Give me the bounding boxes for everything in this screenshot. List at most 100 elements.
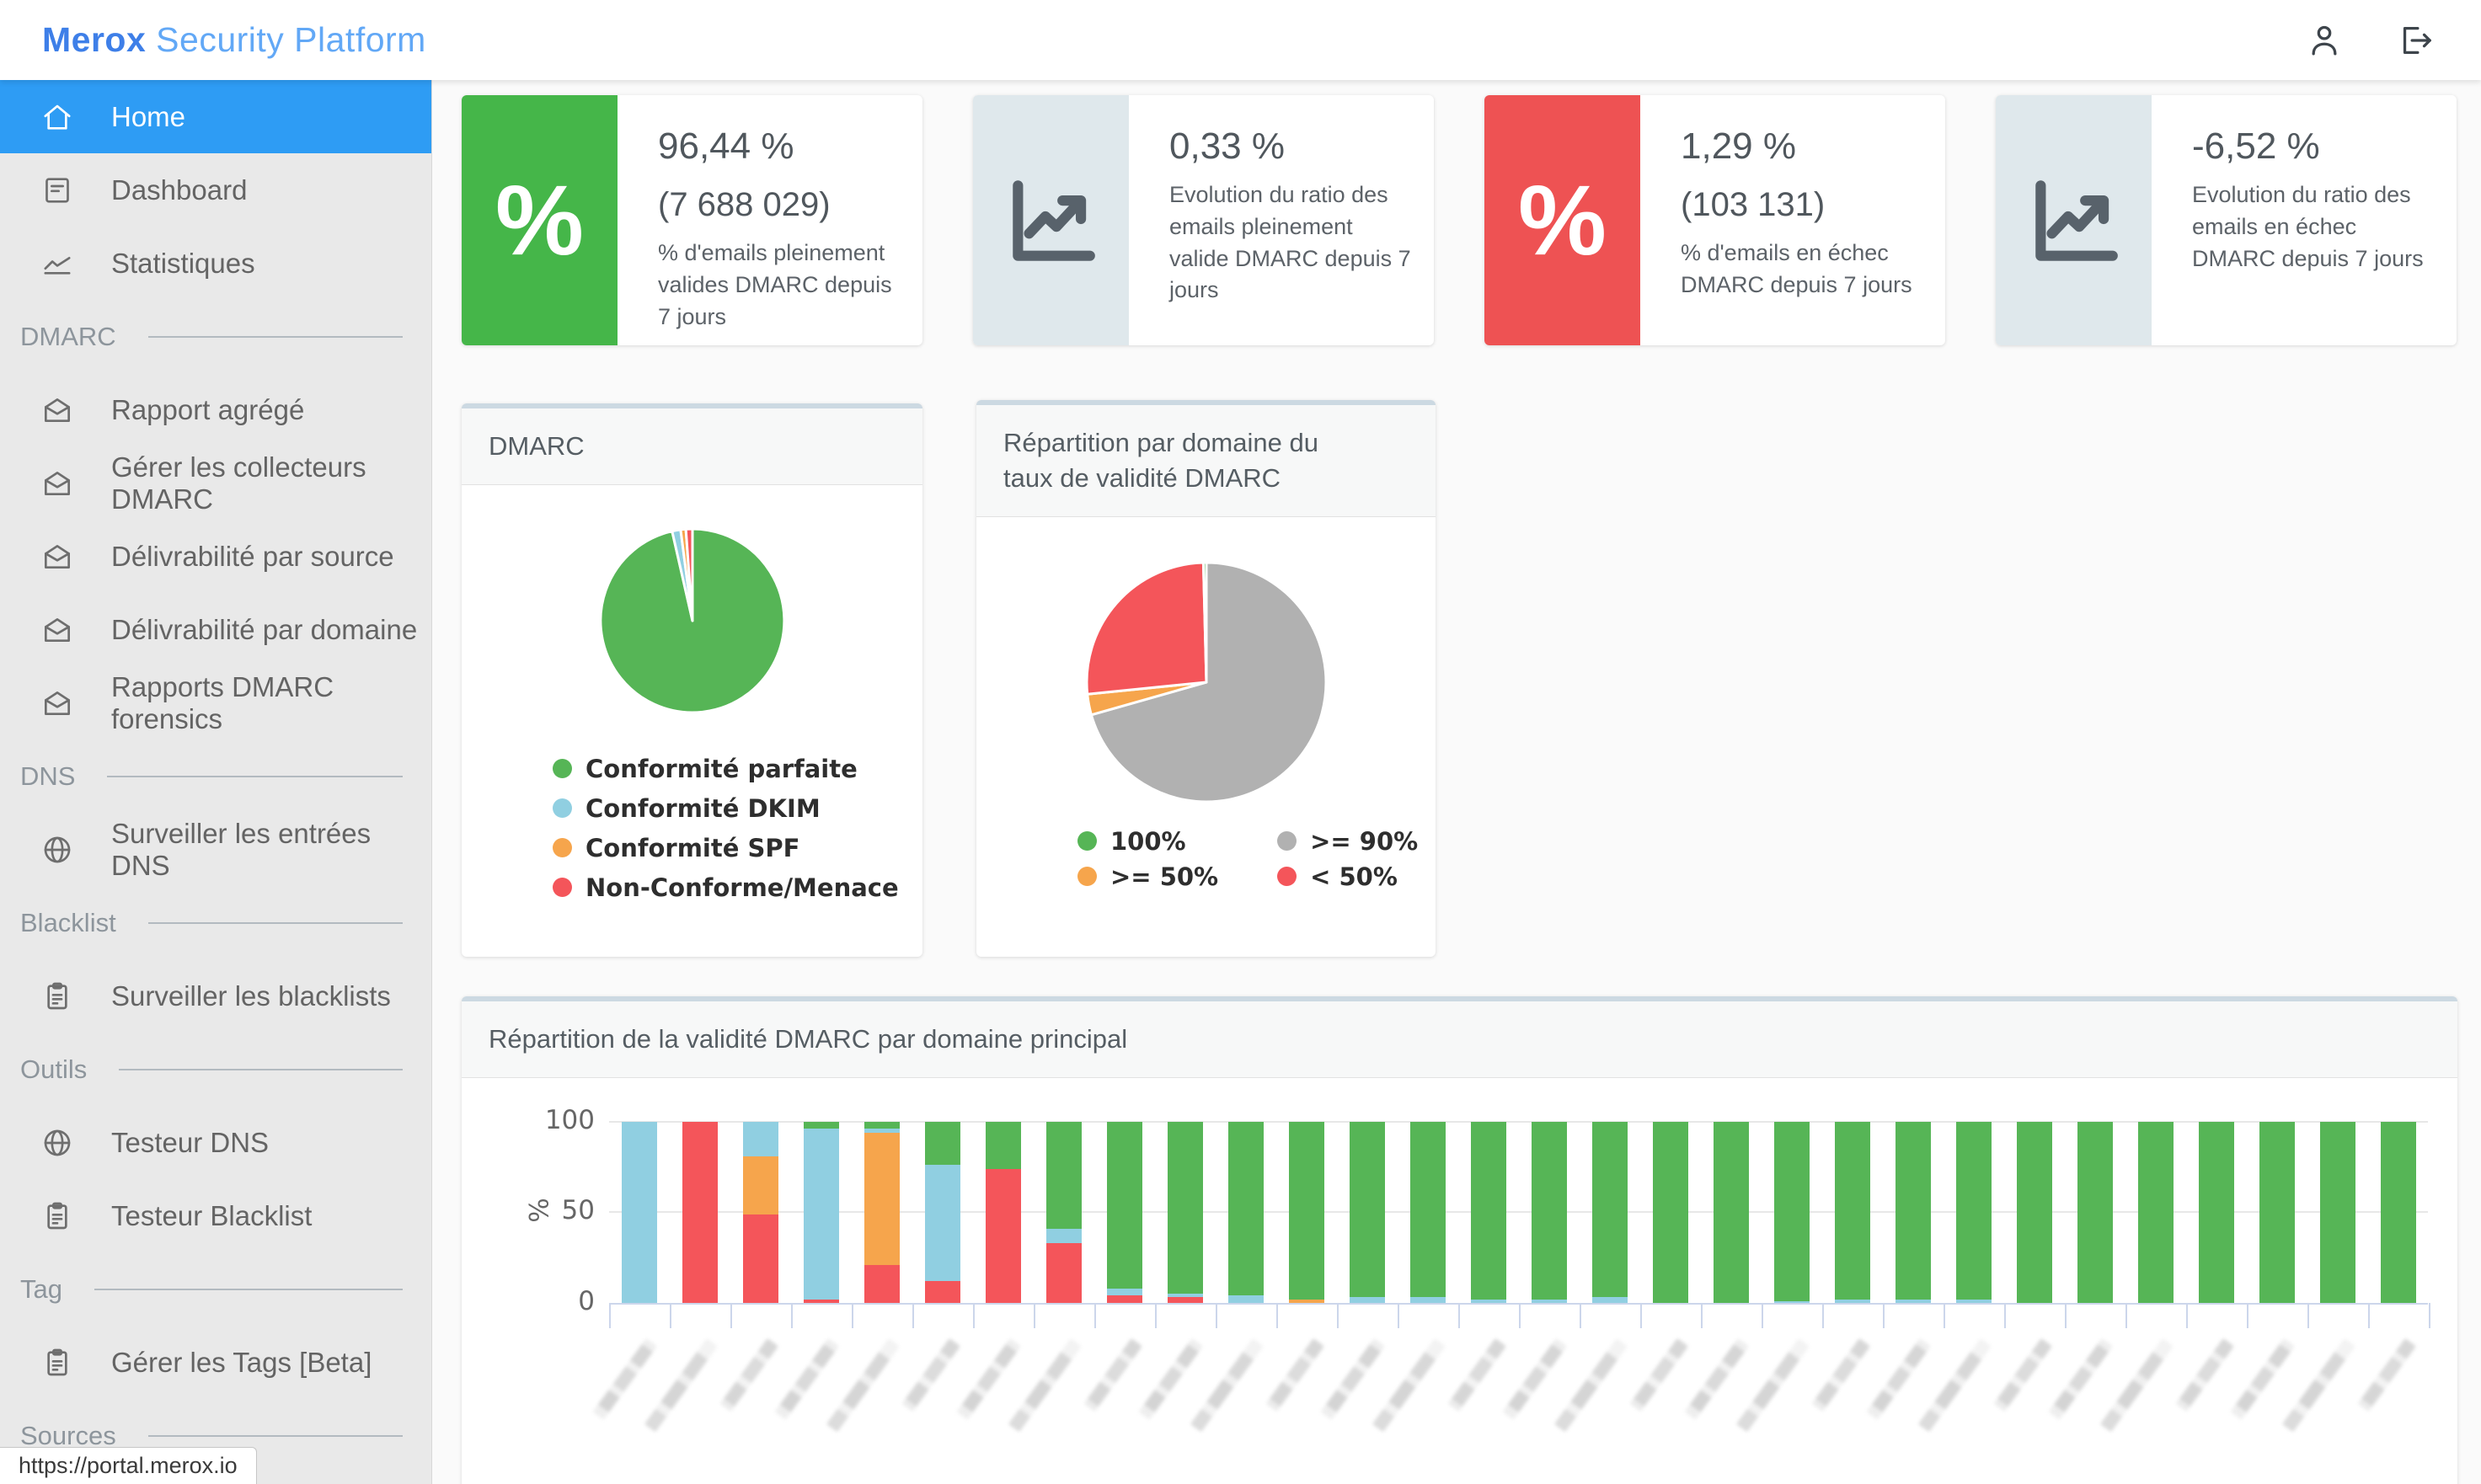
bar-segment-ok[interactable] <box>1835 1121 1870 1300</box>
legend-dot <box>553 838 572 858</box>
bar-segment-nok_spf[interactable] <box>743 1121 778 1156</box>
bar-segment-nok_spf[interactable] <box>1896 1299 1931 1303</box>
bar-segment-ok[interactable] <box>1471 1121 1506 1300</box>
dmarc-pie-legend: Conformité parfaite Conformité DKIM Confor… <box>553 755 922 902</box>
sidebar-section-label: Sources <box>20 1420 116 1450</box>
bar-segment-ok[interactable] <box>1592 1121 1628 1298</box>
legend-item[interactable]: Conformité parfaite <box>553 755 922 783</box>
bar-segment-ok[interactable] <box>1896 1121 1931 1300</box>
stat-card-2: 0,33 % Evolution du ratio des emails plei… <box>973 95 1434 345</box>
bar-segment-nok_spf[interactable] <box>925 1165 960 1282</box>
bar-segment-ok[interactable] <box>1289 1121 1324 1300</box>
bar-segment-nok_spf[interactable] <box>1835 1299 1870 1303</box>
bar-segment-nok_spf[interactable] <box>1956 1299 1992 1303</box>
bar-segment-nok[interactable] <box>864 1264 900 1303</box>
x-tick <box>1580 1302 1581 1328</box>
sidebar-item-d-livrabilit-par-source[interactable]: Délivrabilité par source <box>0 520 431 593</box>
bar-segment-nok_spf[interactable] <box>1168 1294 1203 1298</box>
bar-segment-nok[interactable] <box>743 1214 778 1303</box>
bar-segment-ok[interactable] <box>2017 1121 2052 1303</box>
bar-segment-nok_spf[interactable] <box>1350 1297 1385 1303</box>
bar-segment-ok[interactable] <box>986 1121 1021 1169</box>
bar-segment-nok_spf[interactable] <box>1046 1228 1082 1243</box>
sidebar-item-testeur-blacklist[interactable]: Testeur Blacklist <box>0 1179 431 1252</box>
sidebar-item-home[interactable]: Home <box>0 80 431 153</box>
bar-segment-ok[interactable] <box>2381 1121 2416 1303</box>
bar-segment-ok[interactable] <box>1714 1121 1749 1303</box>
bar-segment-nok_spf[interactable] <box>1592 1297 1628 1303</box>
sidebar-item-rapports-dmarc-forensics[interactable]: Rapports DMARC forensics <box>0 666 431 739</box>
bar-segment-nok[interactable] <box>682 1121 718 1303</box>
pie-slice[interactable] <box>1089 561 1327 803</box>
bar-segment-nok_dkim[interactable] <box>864 1132 900 1265</box>
logout-icon[interactable] <box>2396 21 2435 60</box>
sidebar-item-statistiques[interactable]: Statistiques <box>0 227 431 300</box>
bar-segment-nok[interactable] <box>986 1168 1021 1303</box>
bar-segment-ok[interactable] <box>1774 1121 1810 1301</box>
sidebar-item-dashboard[interactable]: Dashboard <box>0 153 431 227</box>
sidebar-item-surveiller-les-entr-es-dns[interactable]: Surveiller les entrées DNS <box>0 813 431 886</box>
bar-segment-ok[interactable] <box>2199 1121 2234 1303</box>
sidebar-item-g-rer-les-tags-beta-[interactable]: Gérer les Tags [Beta] <box>0 1326 431 1399</box>
bar-segment-ok[interactable] <box>2138 1121 2174 1303</box>
sidebar-item-testeur-dns[interactable]: Testeur DNS <box>0 1106 431 1179</box>
bar-segment-nok[interactable] <box>1168 1297 1203 1303</box>
legend-item[interactable]: Non-Conforme/Menace <box>553 873 922 902</box>
sidebar-nav: Home Dashboard Statistiques DMARC Rapport ag… <box>0 80 432 1484</box>
bar-segment-nok_dkim[interactable] <box>1289 1299 1324 1303</box>
pie-slice[interactable] <box>684 527 693 622</box>
stat-description: % d'emails pleinement valides DMARC depu… <box>658 240 892 329</box>
stat-description: % d'emails en échec DMARC depuis 7 jours <box>1681 240 1912 297</box>
bar-segment-nok[interactable] <box>1046 1242 1082 1303</box>
legend-item[interactable]: >= 90% <box>1277 827 1418 856</box>
bar-segment-nok[interactable] <box>804 1299 839 1303</box>
user-icon[interactable] <box>2305 21 2344 60</box>
bar-segment-nok_spf[interactable] <box>1107 1288 1142 1296</box>
sidebar-item-label: Statistiques <box>111 247 255 279</box>
bar-segment-nok_spf[interactable] <box>1228 1295 1264 1303</box>
bar-segment-ok[interactable] <box>1046 1121 1082 1229</box>
bar-segment-nok_dkim[interactable] <box>743 1156 778 1214</box>
bar-segment-ok[interactable] <box>1168 1121 1203 1294</box>
bar-segment-ok[interactable] <box>2320 1121 2355 1303</box>
sidebar-section-dmarc: DMARC <box>0 300 431 373</box>
sidebar-item-d-livrabilit-par-domaine[interactable]: Délivrabilité par domaine <box>0 593 431 666</box>
bar-segment-ok[interactable] <box>1653 1121 1688 1303</box>
bar-segment-nok_spf[interactable] <box>1471 1299 1506 1303</box>
legend-item[interactable]: 100% <box>1077 827 1218 856</box>
legend-item[interactable]: Conformité SPF <box>553 834 922 862</box>
bar-segment-nok[interactable] <box>1107 1295 1142 1303</box>
bar-segment-nok_spf[interactable] <box>622 1121 657 1303</box>
section-divider <box>107 775 403 777</box>
legend-item[interactable]: < 50% <box>1277 862 1418 891</box>
domain-validity-pie-chart <box>976 559 1436 805</box>
x-axis-label-redacted <box>644 1337 718 1433</box>
bar-segment-ok[interactable] <box>1107 1121 1142 1289</box>
bar-segment-ok[interactable] <box>2259 1121 2295 1303</box>
bar-segment-ok[interactable] <box>864 1121 900 1129</box>
sidebar-item-g-rer-les-collecteurs-dmarc[interactable]: Gérer les collecteurs DMARC <box>0 446 431 520</box>
bar-segment-nok_spf[interactable] <box>804 1129 839 1300</box>
brand-logo[interactable]: Merox Security Platform <box>42 20 426 60</box>
bar-segment-ok[interactable] <box>1956 1121 1992 1300</box>
bar-segment-ok[interactable] <box>1410 1121 1446 1298</box>
legend-item[interactable]: Conformité DKIM <box>553 794 922 823</box>
bar-segment-ok[interactable] <box>1350 1121 1385 1298</box>
bar-segment-ok[interactable] <box>2077 1121 2113 1303</box>
legend-item[interactable]: >= 50% <box>1077 862 1218 891</box>
bar-segment-nok_spf[interactable] <box>1410 1297 1446 1303</box>
sidebar-item-label: Dashboard <box>111 173 248 206</box>
sidebar-item-surveiller-les-blacklists[interactable]: Surveiller les blacklists <box>0 959 431 1033</box>
bar-segment-ok[interactable] <box>804 1121 839 1129</box>
bar-segment-ok[interactable] <box>1532 1121 1567 1300</box>
bar-segment-ok[interactable] <box>925 1121 960 1166</box>
sidebar-item-rapport-agr-g-[interactable]: Rapport agrégé <box>0 373 431 446</box>
bar-segment-nok_spf[interactable] <box>864 1129 900 1133</box>
pie-slice[interactable] <box>1201 561 1207 684</box>
bar-segment-nok_spf[interactable] <box>1532 1299 1567 1303</box>
pie-slice[interactable] <box>1085 561 1207 696</box>
bar-segment-nok[interactable] <box>925 1281 960 1303</box>
bar-segment-nok_spf[interactable] <box>1774 1300 1810 1303</box>
bar-segment-ok[interactable] <box>1228 1121 1264 1296</box>
